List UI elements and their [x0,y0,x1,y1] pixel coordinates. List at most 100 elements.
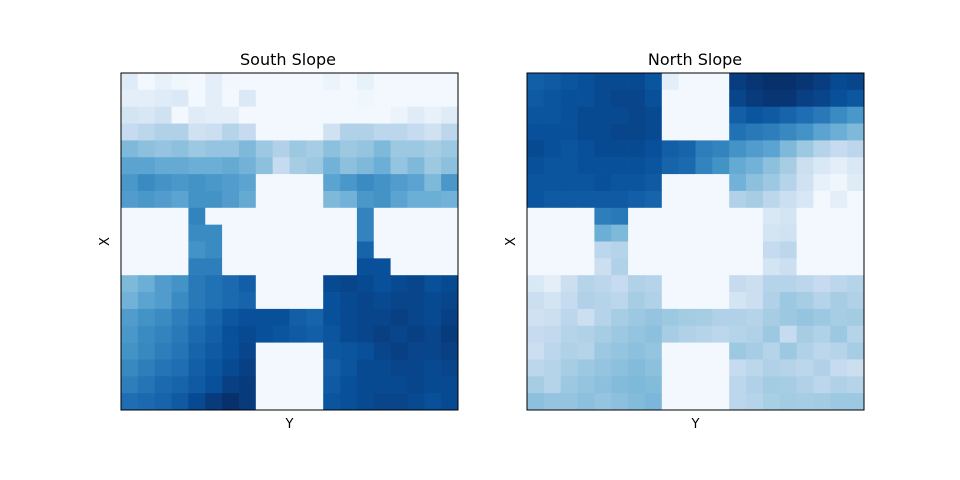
heatmap-cell [560,207,578,225]
heatmap-cell [306,258,324,276]
heatmap-cell [289,241,307,259]
heatmap-cell [661,73,679,91]
heatmap-cell [424,258,442,276]
heatmap-cell [527,275,545,293]
heatmap-cell [121,89,139,108]
heatmap-cell [306,393,324,411]
heatmap-cell [762,342,781,360]
heatmap-cell [289,106,307,124]
heatmap-cell [611,106,629,124]
heatmap-cell [543,393,562,411]
heatmap-cell [644,393,663,411]
heatmap-cell [577,342,595,360]
heatmap-cell [407,393,425,411]
heatmap-cell [137,325,156,343]
heatmap-cell [255,359,273,377]
heatmap-cell [171,325,189,343]
heatmap-cell [729,241,747,259]
heatmap-cell [678,224,696,242]
heatmap-cell [222,73,240,91]
heatmap-cell [407,275,425,293]
heatmap-cell [577,207,595,225]
heatmap-cell [796,106,814,124]
heatmap-cell [289,292,307,310]
heatmap-cell [779,376,797,394]
heatmap-cell [390,342,408,360]
heatmap-cell [154,325,172,343]
heatmap-cell [830,241,848,259]
heatmap-cell [830,308,848,327]
heatmap-cell [712,207,730,225]
heatmap-cell [154,376,172,394]
axes-frame [120,72,459,411]
heatmap-cell [661,241,679,259]
heatmap-cell [205,292,223,310]
heatmap-cell [695,207,713,225]
heatmap-cell [746,106,764,124]
heatmap-cell [560,393,578,411]
heatmap-cell [238,174,257,192]
heatmap-cell [695,342,713,360]
heatmap-cell [424,308,442,327]
heatmap-cell [527,308,545,327]
heatmap-cell [813,224,831,242]
heatmap-cell [847,376,865,394]
heatmap-cell [255,73,273,91]
heatmap-cell [238,157,257,175]
heatmap-cell [306,123,324,141]
heatmap-cell [712,325,730,343]
heatmap-cell [188,275,206,293]
heatmap-cell [527,157,545,175]
heatmap-cell [272,393,290,411]
heatmap-cell [356,325,375,343]
heatmap-cell [154,275,172,293]
heatmap-cell [373,190,391,209]
heatmap-cell [661,325,679,343]
heatmap-cell [373,207,391,225]
heatmap-cell [154,292,172,310]
heatmap-cell [847,190,865,209]
heatmap-cell [188,325,206,343]
heatmap-cell [289,123,307,141]
heatmap-cell [390,106,408,124]
heatmap-cell [762,376,781,394]
heatmap-cell [746,292,764,310]
heatmap-cell [340,376,358,394]
heatmap-cell [712,292,730,310]
heatmap-cell [154,106,172,124]
heatmap-cell [323,325,341,343]
heatmap-cell [407,308,425,327]
heatmap-cell [306,325,324,343]
heatmap-cell [729,376,747,394]
heatmap-cell [323,123,341,141]
heatmap-cell [424,207,442,225]
heatmap-cell [695,73,713,91]
heatmap-cell [560,342,578,360]
heatmap-cell [560,308,578,327]
heatmap-cell [137,292,156,310]
heatmap-cell [762,174,781,192]
heatmap-cell [356,157,375,175]
heatmap-cell [289,359,307,377]
heatmap-cell [222,241,240,259]
heatmap-cell [560,224,578,242]
heatmap-cell [137,190,156,209]
heatmap-cell [323,224,341,242]
heatmap-cell [171,241,189,259]
heatmap-cell [594,207,612,225]
heatmap-cell [779,393,797,411]
heatmap-cell [594,376,612,394]
heatmap-cell [306,157,324,175]
heatmap-cell [762,258,781,276]
heatmap-cell [678,140,696,158]
heatmap-cell [543,359,562,377]
heatmap-cell [611,190,629,209]
heatmap-cell [813,207,831,225]
heatmap-cell [729,325,747,343]
heatmap-cell [712,308,730,327]
heatmap-cell [238,292,257,310]
heatmap-cell [813,376,831,394]
heatmap-cell [779,140,797,158]
heatmap-cell [356,241,375,259]
heatmap-cell [729,190,747,209]
